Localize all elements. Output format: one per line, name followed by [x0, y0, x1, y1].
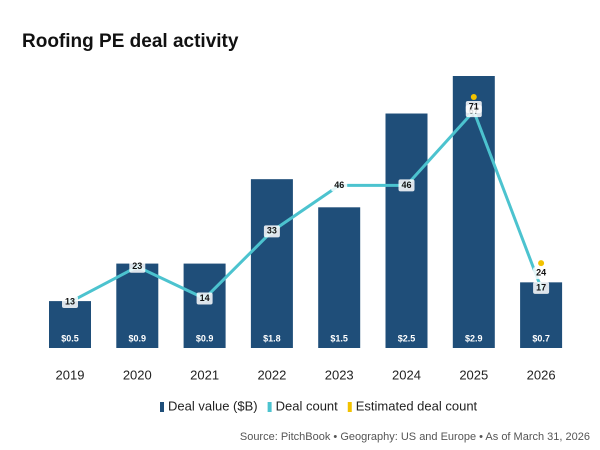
label-bg — [263, 225, 280, 238]
legend-swatch — [267, 402, 272, 412]
x-tick-label: 2019 — [56, 367, 85, 382]
estimate-dot — [470, 94, 477, 100]
count-label: 71 — [469, 101, 479, 111]
x-tick-label: 2022 — [257, 367, 286, 382]
bar — [49, 301, 91, 348]
count-label: 17 — [536, 282, 546, 292]
label-bg — [398, 179, 415, 192]
bar-value-label: $0.5 — [61, 333, 79, 343]
chart-title: Roofing PE deal activity — [22, 31, 239, 52]
bar — [183, 263, 226, 348]
count-label: 24 — [536, 268, 546, 278]
count-label: 14 — [200, 293, 210, 303]
x-tick-label: 2026 — [527, 367, 556, 382]
bar — [116, 263, 159, 348]
count-label: 33 — [267, 226, 277, 236]
x-tick-label: 2020 — [123, 367, 152, 382]
x-tick-label: 2021 — [190, 367, 219, 382]
count-label: 13 — [65, 296, 75, 306]
bar-value-label: $0.9 — [196, 333, 214, 343]
x-tick-label: 2024 — [392, 367, 421, 382]
bar — [385, 113, 428, 348]
count-label: 23 — [132, 261, 142, 271]
bar-value-label: $1.5 — [330, 333, 348, 343]
bar — [452, 76, 495, 348]
label-bg — [533, 267, 550, 280]
x-tick-label: 2023 — [325, 367, 354, 382]
legend-label: Deal value ($B) — [168, 398, 258, 413]
bar-value-label: $2.5 — [398, 333, 416, 343]
count-label: 46 — [401, 180, 411, 190]
source: Source: PitchBook • Geography: US and Eu… — [240, 431, 590, 443]
bar — [250, 179, 293, 348]
count-line — [69, 108, 543, 304]
legend-label: Estimated deal count — [356, 398, 478, 413]
count-label: 46 — [334, 180, 344, 190]
label-bg — [533, 281, 550, 294]
label-bg — [465, 101, 482, 113]
label-bg — [331, 179, 348, 192]
x-tick-label: 2025 — [459, 367, 488, 382]
bar — [318, 207, 361, 348]
label-bg — [196, 292, 213, 305]
legend-swatch — [347, 402, 352, 412]
estimate-dot — [538, 260, 545, 267]
legend-swatch — [160, 402, 164, 412]
legend-label: Deal count — [276, 398, 339, 413]
bar-value-label: $0.9 — [129, 333, 147, 343]
label-bg — [129, 260, 146, 273]
bar-value-label: $2.9 — [465, 333, 483, 343]
bar-value-label: $1.8 — [263, 333, 281, 343]
label-bg — [62, 296, 78, 309]
bar-value-label: $0.7 — [532, 333, 550, 343]
